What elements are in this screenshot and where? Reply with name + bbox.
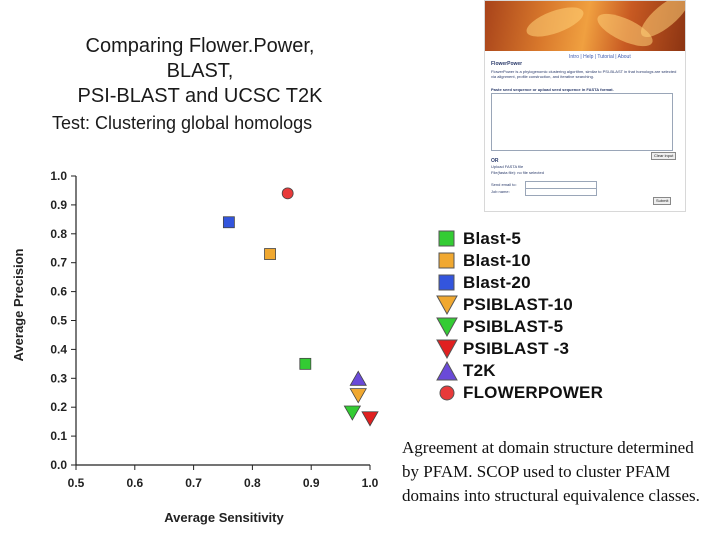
flower-banner-image [485, 1, 685, 53]
x-tick-label: 0.9 [303, 476, 320, 490]
x-tick-label: 1.0 [362, 476, 379, 490]
y-tick-label: 0.8 [50, 227, 67, 241]
x-axis-label: Average Sensitivity [164, 510, 284, 525]
legend-item: T2K [436, 360, 603, 382]
red-circle-icon [439, 385, 455, 401]
y-tick-label: 0.1 [50, 429, 67, 443]
shot-submit-button: Submit [653, 197, 672, 205]
legend-label: PSIBLAST-10 [463, 295, 573, 314]
shot-prompt: Paste seed sequence or upload seed seque… [491, 87, 614, 92]
point-blast-20 [222, 216, 235, 229]
y-tick-label: 0.6 [50, 285, 67, 299]
legend-item: Blast-20 [436, 272, 603, 294]
shot-sequence-textarea [491, 93, 673, 151]
green-square-icon [438, 230, 455, 247]
y-tick-label: 0.2 [50, 400, 67, 414]
legend-label: PSIBLAST-5 [463, 317, 564, 336]
slide-subtitle: Test: Clustering global homologs [52, 113, 313, 133]
y-axis-label: Average Precision [11, 248, 26, 361]
shot-clear-button: Clear input [651, 152, 677, 160]
legend-label: Blast-20 [463, 273, 531, 292]
y-tick-label: 1.0 [50, 169, 67, 183]
legend-label: FLOWERPOWER [463, 383, 604, 402]
orange-square-icon [438, 252, 455, 269]
green-triangle-down-icon [436, 317, 458, 338]
point-psiblast-3 [361, 411, 379, 427]
chart-legend: Blast-5 Blast-10 Blast-20 PSIBLAST-10 PS… [436, 228, 603, 404]
shot-description: FlowerPower is a phylogenomic clustering… [491, 69, 677, 79]
legend-item: Blast-10 [436, 250, 603, 272]
x-tick-label: 0.8 [244, 476, 261, 490]
legend-label: Blast-10 [463, 251, 531, 270]
legend-item: Blast-5 [436, 228, 603, 250]
y-tick-label: 0.3 [50, 371, 67, 385]
legend-item: PSIBLAST -3 [436, 338, 603, 360]
title-line: Comparing Flower.Power, [85, 35, 315, 57]
shot-nav-links: Intro | Help | Tutorial | About [569, 54, 631, 60]
point-blast-5 [299, 357, 312, 370]
chart-axes: 0.0 0.1 0.2 0.3 0.4 0.5 0.6 0.7 0.8 0.9 1.0 0.5 0.6 0… [50, 169, 378, 490]
shot-app-name: FlowerPower [491, 61, 523, 67]
legend-item: PSIBLAST-10 [436, 294, 603, 316]
x-tick-label: 0.6 [126, 476, 143, 490]
point-psiblast-10 [349, 388, 367, 404]
y-tick-label: 0.4 [50, 342, 67, 356]
y-tick-label: 0.7 [50, 256, 67, 270]
title-line: PSI-BLAST and UCSC T2K [77, 85, 323, 107]
point-t2k [349, 370, 367, 386]
shot-email-label: Send email to: [491, 182, 517, 187]
slide-title: Comparing Flower.Power, BLAST, PSI-BLAST… [30, 34, 370, 109]
shot-job-input [525, 188, 597, 196]
blue-square-icon [438, 274, 455, 291]
legend-label: T2K [463, 361, 496, 380]
y-tick-label: 0.5 [50, 314, 67, 328]
legend-item: FLOWERPOWER [436, 382, 603, 404]
shot-file-label: File(fasta file): no file selected [491, 170, 544, 175]
legend-label: Blast-5 [463, 229, 522, 248]
orange-triangle-down-icon [436, 295, 458, 316]
flowerpower-screenshot: Intro | Help | Tutorial | About FlowerPo… [484, 0, 686, 212]
scatter-chart: 0.0 0.1 0.2 0.3 0.4 0.5 0.6 0.7 0.8 0.9 1.0 0.5 0.6 0… [11, 169, 379, 525]
slide-note: Agreement at domain structure determined… [402, 438, 700, 505]
point-blast-10 [264, 248, 276, 260]
point-flowerpower [281, 187, 294, 200]
x-tick-label: 0.5 [68, 476, 85, 490]
y-tick-label: 0.0 [50, 458, 67, 472]
chart-marks [222, 187, 379, 427]
x-tick-label: 0.7 [185, 476, 202, 490]
y-tick-label: 0.9 [50, 198, 67, 212]
shot-upload-label: Upload FASTA file [491, 164, 524, 169]
legend-item: PSIBLAST-5 [436, 316, 603, 338]
legend-label: PSIBLAST -3 [463, 339, 570, 358]
title-line: BLAST, [166, 60, 234, 82]
shot-job-label: Job name: [491, 189, 510, 194]
shot-or-label: OR [491, 158, 499, 164]
red-triangle-down-icon [436, 339, 458, 360]
violet-triangle-up-icon [436, 360, 458, 381]
point-psiblast-5 [343, 405, 362, 421]
